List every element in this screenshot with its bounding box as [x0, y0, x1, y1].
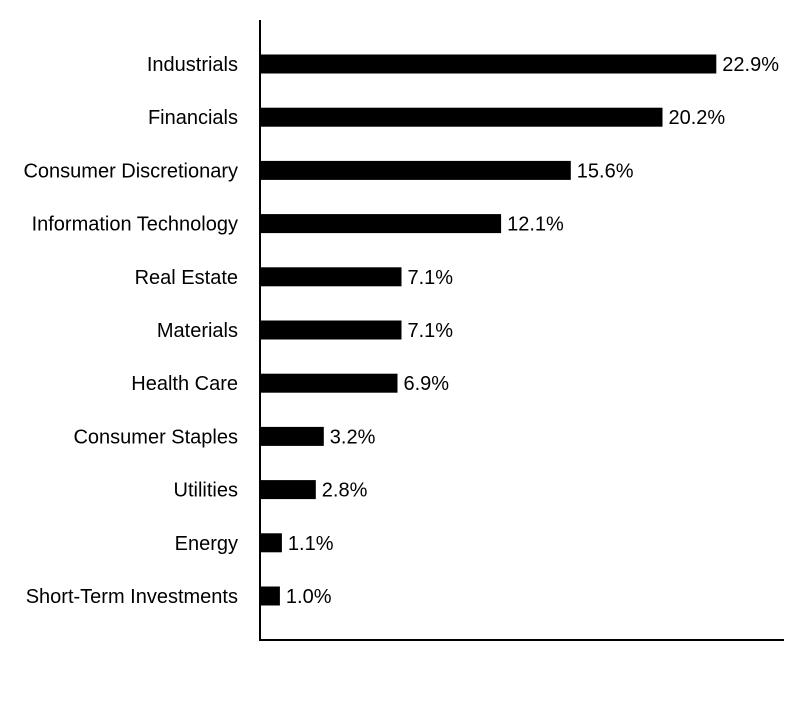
value-label: 15.6% [577, 160, 634, 182]
bars-layer [260, 54, 717, 606]
value-label: 1.0% [286, 586, 332, 608]
value-label: 6.9% [404, 373, 450, 395]
value-label: 20.2% [669, 107, 726, 129]
value-label: 2.8% [322, 480, 368, 502]
category-label: Consumer Discretionary [23, 160, 238, 182]
bar-information-technology [260, 214, 502, 234]
bar-industrials [260, 54, 717, 74]
category-label: Materials [157, 320, 238, 342]
value-label: 12.1% [507, 214, 564, 236]
category-label: Short-Term Investments [26, 586, 238, 608]
bar-utilities [260, 480, 316, 500]
value-label: 7.1% [408, 267, 454, 289]
bar-energy [260, 533, 282, 553]
category-label: Industrials [147, 54, 238, 76]
category-label: Financials [148, 107, 238, 129]
labels-layer: Industrials 22.9% Financials 20.2% Consumer … [23, 54, 779, 608]
category-label: Health Care [131, 373, 238, 395]
bar-real-estate [260, 267, 402, 287]
value-label: 1.1% [288, 533, 334, 555]
value-label: 22.9% [722, 54, 779, 76]
value-label: 3.2% [330, 426, 376, 448]
category-label: Utilities [174, 480, 238, 502]
bar-consumer-staples [260, 426, 324, 446]
bar-health-care [260, 373, 398, 393]
value-label: 7.1% [408, 320, 454, 342]
bar-financials [260, 107, 663, 127]
bar-materials [260, 320, 402, 340]
category-label: Real Estate [135, 267, 238, 289]
category-label: Information Technology [32, 214, 238, 236]
bar-consumer-discretionary [260, 160, 571, 180]
category-label: Energy [175, 533, 238, 555]
category-label: Consumer Staples [73, 426, 238, 448]
bar-short-term-investments [260, 586, 280, 606]
